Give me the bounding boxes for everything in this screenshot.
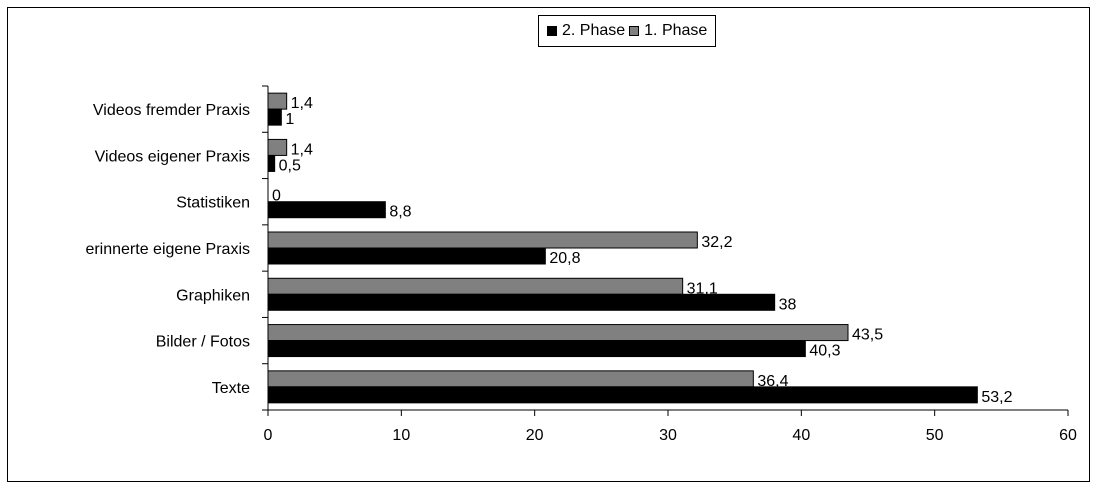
bar-phase-2 xyxy=(267,386,978,404)
bar-phase-1 xyxy=(267,370,754,388)
legend-item-phase-1: 1. Phase xyxy=(629,22,707,40)
data-label-phase-2: 1 xyxy=(285,111,294,128)
data-label-phase-2: 53,2 xyxy=(981,389,1012,406)
legend-label-phase-1: 1. Phase xyxy=(644,22,708,39)
data-label-phase-1: 31,1 xyxy=(687,280,718,297)
data-label-phase-1: 1,4 xyxy=(291,141,313,158)
bar-phase-1 xyxy=(267,324,849,342)
data-label-phase-1: 1,4 xyxy=(291,95,313,112)
legend-item-phase-2: 2. Phase xyxy=(547,22,625,40)
x-tick-label: 60 xyxy=(1059,427,1077,444)
data-label-phase-2: 0,5 xyxy=(279,157,301,174)
bar-phase-1 xyxy=(267,138,288,156)
category-label: Statistiken xyxy=(176,195,250,212)
data-label-phase-1: 0 xyxy=(272,188,281,205)
category-label: Videos fremder Praxis xyxy=(93,102,250,119)
bar-phase-1 xyxy=(267,277,684,295)
x-tick-label: 40 xyxy=(792,427,810,444)
data-label-phase-1: 43,5 xyxy=(852,327,883,344)
x-tick-label: 30 xyxy=(659,427,677,444)
data-label-phase-2: 20,8 xyxy=(549,250,580,267)
category-label: Texte xyxy=(212,380,250,397)
bar-phase-1 xyxy=(267,92,288,110)
category-label: Bilder / Fotos xyxy=(156,334,250,351)
data-label-phase-1: 36,4 xyxy=(757,373,788,390)
x-tick-label: 0 xyxy=(264,427,273,444)
legend: 2. Phase 1. Phase xyxy=(538,15,717,47)
bar-phase-2 xyxy=(267,108,282,126)
legend-swatch-phase-2 xyxy=(547,26,557,36)
bar-phase-1 xyxy=(267,231,698,249)
x-tick-label: 10 xyxy=(392,427,410,444)
data-label-phase-2: 8,8 xyxy=(389,204,411,221)
bar-phase-2 xyxy=(267,201,386,219)
x-tick-label: 20 xyxy=(526,427,544,444)
category-label: Graphiken xyxy=(176,287,250,304)
data-label-phase-1: 32,2 xyxy=(701,234,732,251)
bar-phase-2 xyxy=(267,293,776,311)
data-label-phase-2: 38 xyxy=(779,296,797,313)
category-label: Videos eigener Praxis xyxy=(95,148,250,165)
data-label-phase-2: 40,3 xyxy=(809,343,840,360)
legend-label-phase-2: 2. Phase xyxy=(562,22,626,39)
legend-swatch-phase-1 xyxy=(629,26,640,36)
bar-phase-2 xyxy=(267,340,806,358)
x-tick-label: 50 xyxy=(926,427,944,444)
bar-phase-2 xyxy=(267,247,546,265)
bar-phase-2 xyxy=(267,154,276,172)
category-label: erinnerte eigene Praxis xyxy=(85,241,250,258)
